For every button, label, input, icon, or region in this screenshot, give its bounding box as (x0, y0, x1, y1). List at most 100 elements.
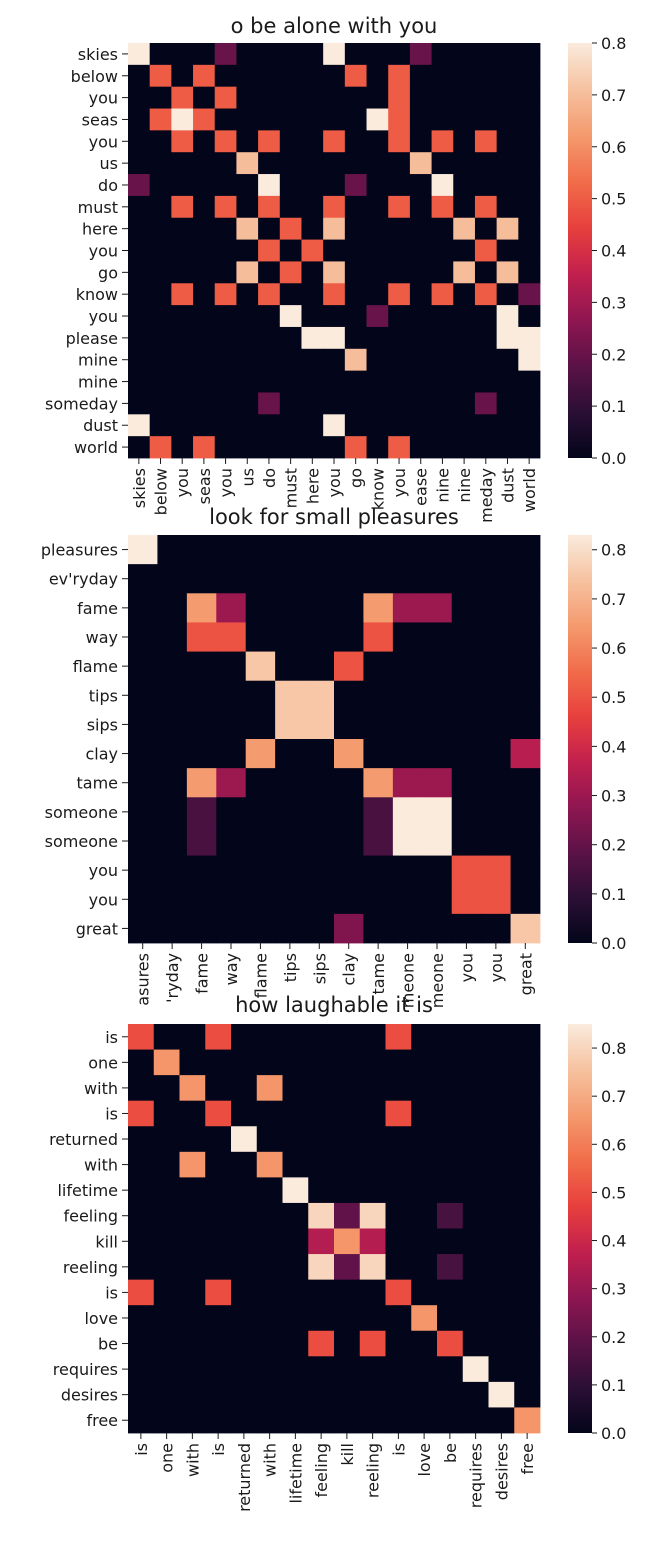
heatmap-cell (282, 1305, 309, 1332)
heatmap-cell (308, 1356, 335, 1383)
colorbar-tick-label: 0.1 (601, 397, 626, 416)
heatmap-cells (128, 43, 541, 459)
heatmap-cell (153, 1075, 180, 1102)
heatmap-cell (366, 326, 389, 350)
heatmap-cell (205, 1356, 232, 1383)
heatmap-cell (282, 1381, 309, 1408)
heatmap-cell (256, 1177, 283, 1204)
heatmap-cell (392, 535, 423, 565)
heatmap-cell (481, 593, 511, 623)
heatmap-cell (474, 305, 498, 328)
heatmap-cell (344, 152, 367, 175)
heatmap-cell (149, 436, 172, 459)
heatmap-cell (214, 239, 237, 262)
heatmap-cell (186, 739, 217, 769)
heatmap-cell (409, 239, 432, 262)
heatmap-cell (392, 593, 423, 623)
heatmap-cell (431, 217, 454, 240)
heatmap-cell (149, 108, 172, 131)
col-tick-label: is (209, 1443, 228, 1456)
row-tick-label: is (105, 1104, 118, 1123)
heatmap-cell (214, 108, 237, 131)
heatmap-cell (514, 1279, 541, 1306)
colorbar-tick-label: 0.7 (601, 590, 626, 609)
heatmap-cell (128, 768, 158, 798)
heatmap-cell (236, 305, 259, 328)
row-tick-label: you (89, 890, 118, 909)
heatmap-cell (128, 855, 158, 886)
heatmap-cell (279, 64, 302, 88)
heatmap-cell (128, 195, 151, 219)
heatmap-cell (304, 739, 335, 769)
col-tick-label: skies (130, 468, 149, 508)
heatmap-cell (334, 1228, 361, 1255)
heatmap-cell (157, 797, 188, 827)
heatmap-cell (323, 392, 346, 415)
heatmap-cell (171, 108, 194, 131)
heatmap-cell (363, 709, 394, 740)
heatmap-cell (388, 174, 411, 197)
heatmap-cell (388, 43, 411, 66)
heatmap-cell (422, 913, 453, 944)
heatmap-cell (216, 680, 247, 711)
heatmap-cell (308, 1177, 335, 1204)
heatmap-cell (323, 217, 346, 240)
heatmap-cell (510, 826, 541, 856)
heatmap-cell (496, 43, 519, 66)
col-tick-label: reeling (364, 1443, 383, 1498)
heatmap-cell (431, 283, 454, 306)
heatmap-cell (245, 709, 276, 740)
heatmap-cell (323, 261, 346, 284)
heatmap-cell (258, 174, 281, 197)
heatmap-cell (214, 326, 237, 350)
heatmap-cell (157, 651, 188, 682)
heatmap-cell (385, 1279, 412, 1306)
heatmap-cell (205, 1305, 232, 1332)
heatmap-cell (488, 1305, 515, 1332)
heatmap-cell (279, 261, 302, 284)
heatmap-cell (214, 392, 237, 415)
heatmap-cell (462, 1228, 489, 1255)
heatmap-cell (128, 1279, 155, 1306)
heatmap-cell (388, 239, 411, 262)
heatmap-cell (488, 1254, 515, 1281)
heatmap-cell (344, 392, 367, 415)
heatmap-cell (153, 1024, 180, 1050)
heatmap-cell (422, 622, 453, 652)
colorbar: 0.0 0.1 0.2 0.3 0.4 0.5 0.6 0.7 0.8 (568, 34, 626, 468)
heatmap-cell (462, 1049, 489, 1076)
heatmap-cell (275, 855, 305, 886)
heatmap-cell (488, 1279, 515, 1306)
heatmap-cell (216, 564, 247, 594)
heatmap-cell (236, 436, 259, 459)
heatmap-cell (301, 239, 324, 262)
heatmap-cell (128, 1177, 155, 1204)
heatmap-cell (481, 855, 511, 886)
heatmap-cell (216, 651, 247, 682)
row-tick-label: someday (45, 394, 118, 413)
heatmap-cell (128, 130, 151, 153)
heatmap-cell (301, 108, 324, 131)
heatmap-cell (366, 86, 389, 109)
heatmap-cell (409, 305, 432, 328)
heatmap-cell (409, 392, 432, 415)
heatmap-cell (437, 1049, 464, 1076)
col-tick-label: meone (399, 953, 418, 1008)
heatmap-cell (205, 1381, 232, 1408)
heatmap-cell (179, 1228, 206, 1255)
heatmap-cell (409, 130, 432, 153)
heatmap-cell (149, 261, 172, 284)
heatmap-cell (245, 651, 276, 682)
heatmap-cell (157, 739, 188, 769)
heatmap-cell (128, 1407, 155, 1434)
row-tick-labels: is one with is returned with lifetime feeling ki… (49, 1028, 128, 1430)
heatmap-cell (437, 1381, 464, 1408)
heatmap-cell (231, 1126, 258, 1153)
heatmap-cell (128, 535, 158, 565)
heatmap-cell (171, 43, 194, 66)
heatmap-cell (411, 1126, 438, 1153)
heatmap-cell (179, 1330, 206, 1357)
heatmap-cell (214, 283, 237, 306)
heatmap-cell (510, 535, 541, 565)
heatmap-cell (171, 174, 194, 197)
